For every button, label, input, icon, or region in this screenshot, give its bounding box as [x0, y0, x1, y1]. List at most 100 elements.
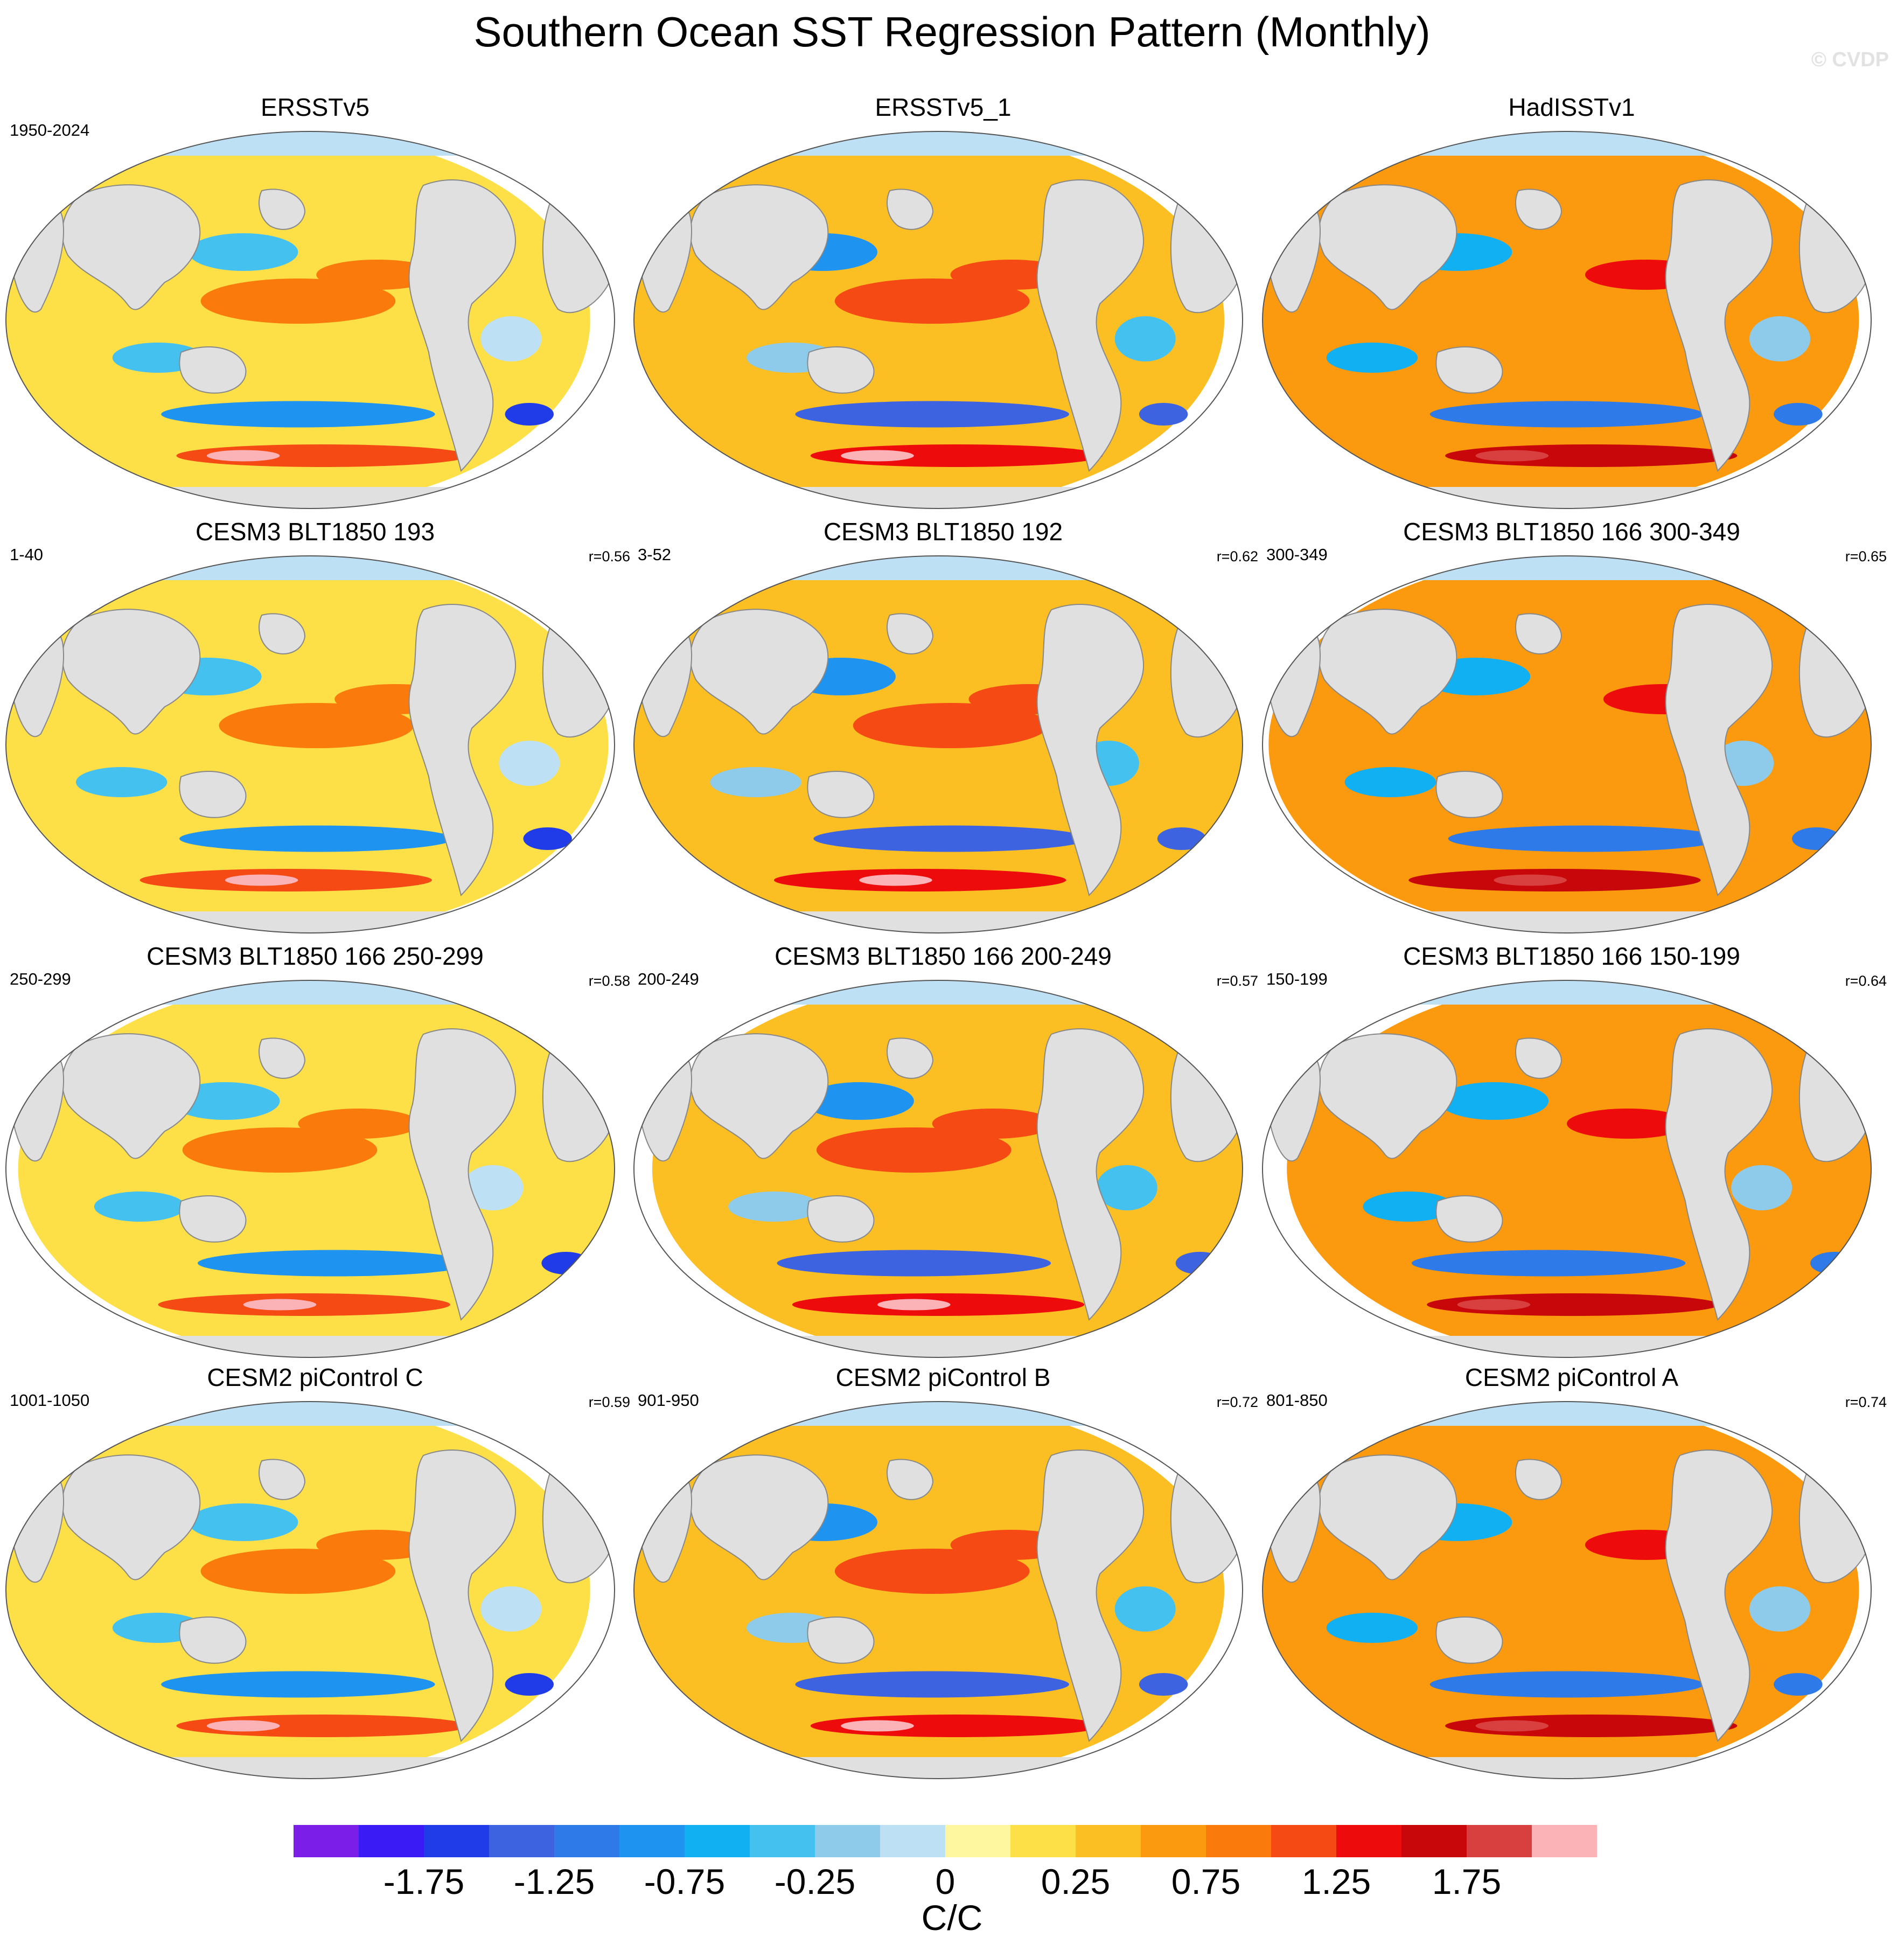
sst-anomaly-region [859, 874, 932, 886]
colorbar-box [1141, 1825, 1206, 1857]
panel-correlation: r=0.62 [1216, 548, 1258, 565]
sst-anomaly-region [94, 1192, 186, 1222]
map-outline [1262, 1401, 1872, 1779]
panel-title: CESM3 BLT1850 192 [823, 518, 1063, 546]
antarctica [634, 911, 1243, 933]
land-mass [1798, 195, 1870, 313]
sst-anomaly-region [813, 825, 1087, 852]
land-mass [887, 1037, 934, 1079]
sst-anomaly-region [728, 1192, 820, 1222]
arctic-ocean [634, 131, 1243, 156]
sst-anomaly-region [1344, 767, 1436, 797]
land-mass [689, 184, 829, 310]
land-mass [61, 609, 201, 735]
land-mass [259, 1459, 306, 1500]
world-map [1262, 980, 1872, 1358]
land-mass [408, 1450, 517, 1742]
land-mass [179, 346, 247, 394]
panel-period: 1-40 [10, 545, 44, 564]
land-mass [689, 1033, 829, 1159]
land-mass [1036, 1028, 1145, 1321]
land-mass [1170, 1465, 1241, 1584]
panel-correlation: r=0.65 [1845, 548, 1887, 565]
land-mass [61, 184, 201, 310]
panel-period: 200-249 [638, 970, 699, 988]
panel-title: HadISSTv1 [1508, 93, 1635, 121]
sst-anomaly-region [777, 1250, 1051, 1277]
sst-anomaly-region [197, 1250, 472, 1277]
arctic-ocean [6, 556, 615, 580]
land-mass [1515, 613, 1563, 654]
colorbar-box [294, 1825, 359, 1857]
panel-title: CESM2 piControl C [207, 1363, 423, 1391]
sst-anomaly-region [1114, 1586, 1176, 1632]
panel-title: CESM3 BLT1850 166 150-199 [1403, 942, 1740, 970]
sst-anomaly-region [1475, 450, 1549, 462]
sst-anomaly-region [795, 1671, 1069, 1698]
colorbar-box [554, 1825, 619, 1857]
land-mass [542, 1465, 613, 1584]
sst-anomaly-region [1567, 1109, 1689, 1139]
map-outline [5, 1401, 615, 1779]
land-mass [1170, 619, 1241, 738]
sst-anomaly-region [1139, 403, 1188, 426]
map-panel: CESM3 BLT1850 166 300-349 300-349 r=0.65 [1257, 517, 1887, 943]
sst-anomaly-region [1475, 1720, 1549, 1732]
land-mass [542, 1044, 613, 1162]
sst-anomaly-region [841, 1720, 914, 1732]
panel-correlation: r=0.58 [588, 973, 630, 989]
sst-anomaly-region [1326, 343, 1418, 373]
panel-period: 300-349 [1266, 545, 1328, 564]
sst-anomaly-region [505, 1673, 554, 1696]
panel-period: 150-199 [1266, 970, 1328, 988]
sst-anomaly-region [219, 703, 414, 748]
panel-title: CESM3 BLT1850 193 [195, 518, 435, 546]
sst-anomaly-region [1429, 1671, 1704, 1698]
sst-anomaly-region [75, 767, 168, 797]
sst-anomaly-region [1427, 1293, 1719, 1316]
sst-anomaly-region [243, 1299, 317, 1311]
land-mass [259, 189, 306, 230]
land-mass [1515, 189, 1563, 230]
land-mass [1435, 346, 1503, 394]
colorbar-tick-label: 1.25 [1301, 1862, 1371, 1901]
map-outline [5, 980, 615, 1358]
land-mass [1665, 1450, 1773, 1742]
colorbar-box [1271, 1825, 1336, 1857]
sst-anomaly-region [200, 278, 396, 324]
sst-anomaly-region [189, 1503, 298, 1541]
sst-anomaly-region [1326, 1613, 1418, 1643]
sst-anomaly-region [834, 1549, 1030, 1594]
sst-anomaly-region [189, 233, 298, 271]
land-mass [1515, 1037, 1563, 1079]
sst-anomaly-region [1157, 827, 1206, 850]
sst-anomaly-region [225, 874, 298, 886]
sst-anomaly-region [1469, 278, 1664, 324]
panel-correlation: r=0.74 [1845, 1394, 1887, 1410]
world-map [1262, 131, 1872, 509]
land-mass [1665, 1028, 1773, 1321]
land-mass [1665, 179, 1773, 472]
map-panel: CESM3 BLT1850 166 250-299 250-299 r=0.58 [0, 942, 630, 1367]
colorbar-box [815, 1825, 880, 1857]
colorbar-box [1206, 1825, 1271, 1857]
sst-anomaly-region [877, 1299, 951, 1311]
world-map [633, 980, 1243, 1358]
land-mass [179, 1195, 247, 1243]
sst-anomaly-region [1774, 403, 1823, 426]
map-outline [5, 131, 615, 509]
land-mass [807, 346, 875, 394]
arctic-ocean [634, 1402, 1243, 1426]
antarctica [6, 487, 615, 508]
antarctica [1263, 1336, 1871, 1357]
land-mass [408, 1028, 517, 1321]
colorbar-tick-label: 0 [935, 1862, 956, 1901]
land-mass [1665, 604, 1773, 896]
world-map [5, 980, 615, 1358]
land-mass [259, 1037, 306, 1079]
panel-correlation: r=0.56 [588, 548, 630, 565]
antarctica [6, 1336, 615, 1357]
arctic-ocean [1263, 1402, 1871, 1426]
land-mass [689, 1454, 829, 1580]
colorbar-tick-label: -0.25 [774, 1862, 856, 1901]
